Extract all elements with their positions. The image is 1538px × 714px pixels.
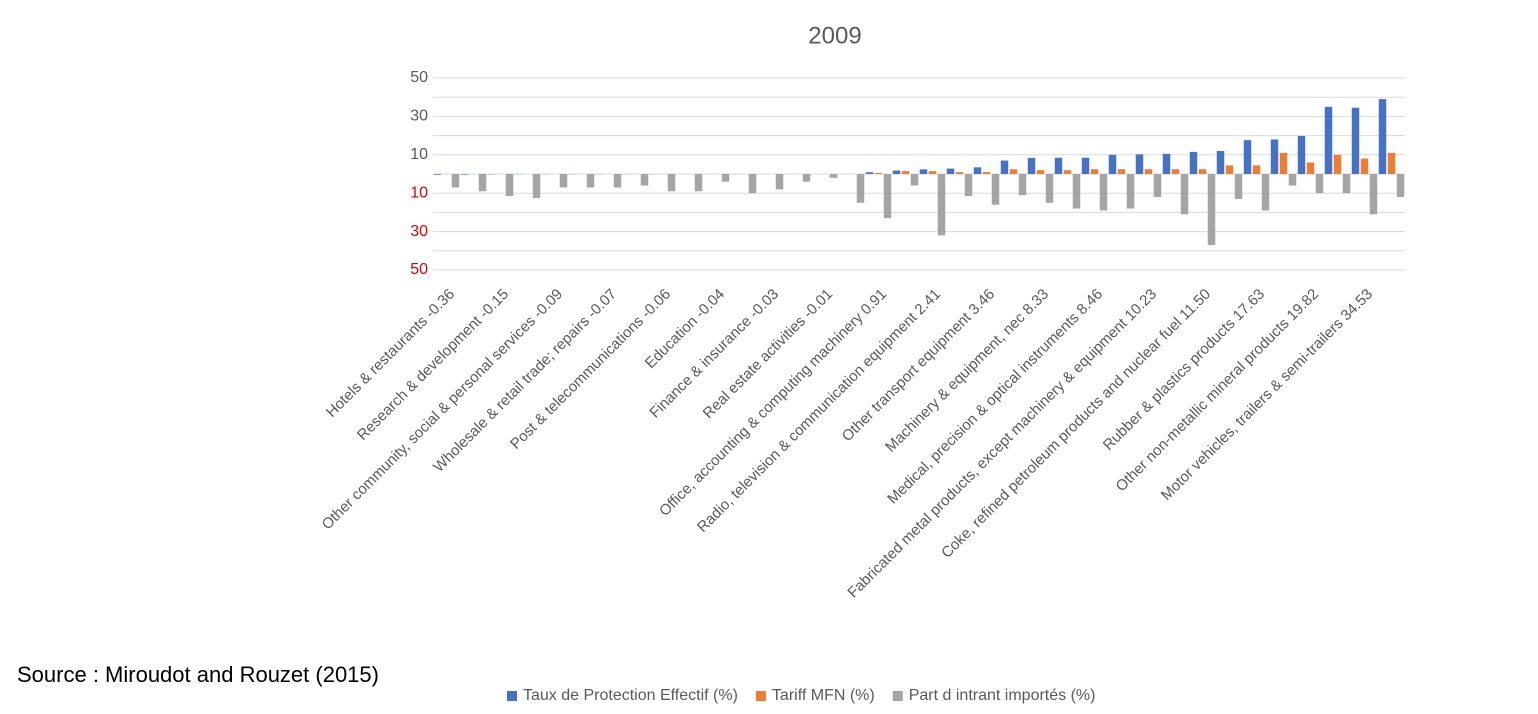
bar <box>1342 174 1351 194</box>
y-tick-label: 10 <box>410 146 428 163</box>
bar <box>1297 135 1306 174</box>
bar <box>973 167 982 174</box>
bar <box>1207 174 1216 246</box>
bar <box>775 174 784 190</box>
bar <box>1162 153 1171 174</box>
y-tick-label: 30 <box>410 223 428 240</box>
bar <box>1198 169 1207 174</box>
bar <box>919 169 928 174</box>
bar <box>1009 169 1018 174</box>
bar <box>964 174 973 197</box>
bar <box>505 174 514 197</box>
bar <box>1045 174 1054 203</box>
bar <box>1234 174 1243 199</box>
y-tick-label: 30 <box>410 108 428 125</box>
y-tick-label: 10 <box>410 184 428 201</box>
bar <box>1081 157 1090 174</box>
bar <box>856 174 865 203</box>
legend-label: Taux de Protection Effectif (%) <box>523 687 738 704</box>
bar <box>1252 165 1261 174</box>
bar <box>1315 174 1324 194</box>
bar <box>1216 150 1225 174</box>
bar <box>1333 154 1342 174</box>
bar <box>1306 162 1315 174</box>
bar <box>1090 169 1099 174</box>
legend-label: Part d intrant importés (%) <box>909 687 1096 704</box>
bar <box>1324 106 1333 174</box>
y-tick-label: 50 <box>410 261 428 278</box>
bar <box>721 174 730 182</box>
chart-title: 2009 <box>808 22 861 49</box>
y-tick-label: 50 <box>410 69 428 86</box>
bar <box>559 174 568 188</box>
bar <box>1369 174 1378 215</box>
bar <box>1036 170 1045 174</box>
bar <box>478 174 487 192</box>
x-tick-label: Other community, social & personal servi… <box>319 286 567 534</box>
bar <box>1135 154 1144 174</box>
bar <box>1054 157 1063 174</box>
bar <box>1387 152 1396 174</box>
bar <box>1270 139 1279 174</box>
bar <box>802 174 811 182</box>
bar <box>1189 151 1198 174</box>
bar <box>1243 140 1252 174</box>
bar <box>982 172 991 174</box>
bar <box>1279 152 1288 174</box>
bar <box>1027 158 1036 174</box>
bar <box>865 172 874 174</box>
bar <box>748 174 757 194</box>
bar <box>1351 107 1360 174</box>
bar <box>1360 158 1369 174</box>
bar <box>1225 165 1234 174</box>
legend-swatch <box>755 691 766 701</box>
bar <box>1072 174 1081 209</box>
bar <box>910 174 919 186</box>
bar <box>613 174 622 188</box>
bar <box>1144 169 1153 174</box>
bar <box>1000 160 1009 174</box>
bar <box>532 174 541 198</box>
bar <box>928 171 937 174</box>
bar <box>1099 174 1108 211</box>
bar <box>991 174 1000 205</box>
bar <box>1396 174 1405 198</box>
bar <box>829 174 838 178</box>
bar <box>667 174 676 192</box>
bar <box>1126 174 1135 209</box>
x-tick-label: Other non-metallic mineral products 19.8… <box>1113 286 1323 496</box>
bar <box>694 174 703 192</box>
bar <box>460 174 469 175</box>
source-note: Source : Miroudot and Rouzet (2015) <box>17 662 379 687</box>
bar <box>1378 99 1387 174</box>
bar <box>883 174 892 219</box>
legend-swatch <box>892 691 903 701</box>
bar <box>1018 174 1027 196</box>
bar <box>874 173 883 174</box>
bar <box>1108 154 1117 174</box>
bar <box>640 174 649 186</box>
legend-label: Tariff MFN (%) <box>772 687 875 704</box>
bar <box>451 174 460 188</box>
bar <box>1153 174 1162 198</box>
bar <box>1063 170 1072 174</box>
bar <box>1261 174 1270 211</box>
bar <box>1288 174 1297 186</box>
bar <box>586 174 595 188</box>
bar <box>1180 174 1189 215</box>
bar <box>946 168 955 174</box>
bar <box>892 170 901 174</box>
legend-swatch <box>507 691 517 701</box>
bar <box>901 171 910 174</box>
bar <box>433 174 442 175</box>
bar <box>1117 169 1126 174</box>
bar <box>937 174 946 236</box>
bar <box>1171 169 1180 174</box>
bar <box>955 172 964 174</box>
